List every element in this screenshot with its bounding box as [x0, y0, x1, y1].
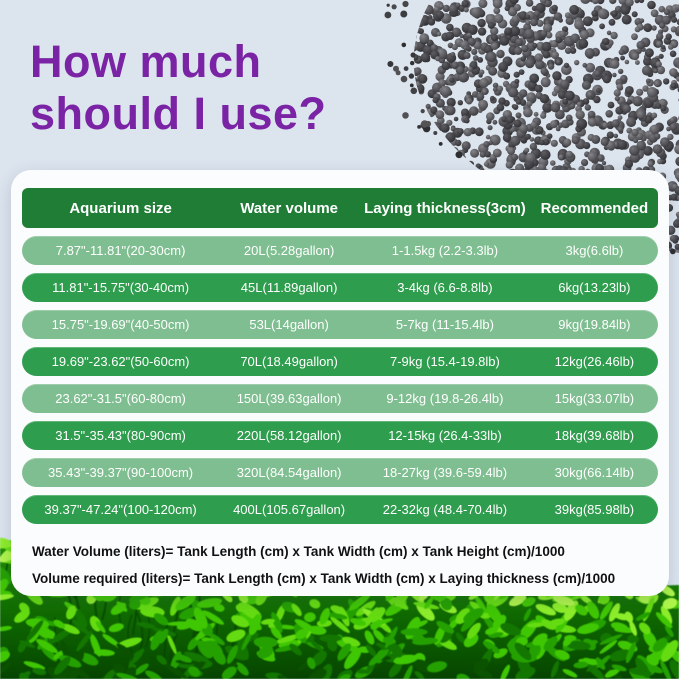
- table-cell-laying-thickness: 7-9kg (15.4-19.8lb): [390, 354, 500, 369]
- dosage-table-card: Aquarium size Water volume Laying thickn…: [11, 170, 669, 596]
- table-cell-aquarium-size: 15.75"-19.69"(40-50cm): [51, 317, 190, 332]
- table-cell-recommended: 39kg(85.98lb): [554, 502, 635, 517]
- table-row: 39.37"-47.24"(100-120cm) 400L(105.67gall…: [22, 495, 658, 524]
- table-cell-laying-thickness: 18-27kg (39.6-59.4lb): [382, 465, 508, 480]
- table-cell-recommended: 12kg(26.46lb): [554, 354, 635, 369]
- table-cell-laying-thickness: 12-15kg (26.4-33lb): [388, 428, 502, 443]
- table-cell-water-volume: 400L(105.67gallon): [233, 502, 346, 517]
- col-header-aquarium-size: Aquarium size: [69, 199, 172, 217]
- table-row: 11.81"-15.75"(30-40cm) 45L(11.89gallon) …: [22, 273, 658, 302]
- table-cell-aquarium-size: 23.62"-31.5"(60-80cm): [55, 391, 186, 406]
- table-cell-recommended: 18kg(39.68lb): [554, 428, 635, 443]
- formula-water-volume: Water Volume (liters)= Tank Length (cm) …: [32, 544, 565, 559]
- page-title: How much should I use?: [30, 36, 327, 140]
- table-cell-laying-thickness: 3-4kg (6.6-8.8lb): [397, 280, 493, 295]
- table-cell-laying-thickness: 22-32kg (48.4-70.4lb): [382, 502, 508, 517]
- col-header-laying-thickness: Laying thickness(3cm): [364, 199, 526, 217]
- table-cell-water-volume: 70L(18.49gallon): [240, 354, 338, 369]
- table-cell-water-volume: 53L(14gallon): [249, 317, 329, 332]
- page-title-line1: How much: [30, 36, 262, 87]
- table-cell-recommended: 6kg(13.23lb): [558, 280, 631, 295]
- table-cell-aquarium-size: 19.69"-23.62"(50-60cm): [51, 354, 190, 369]
- table-cell-water-volume: 45L(11.89gallon): [240, 280, 338, 295]
- col-header-recommended: Recommended: [540, 199, 649, 217]
- table-cell-recommended: 30kg(66.14lb): [554, 465, 635, 480]
- table-row: 15.75"-19.69"(40-50cm) 53L(14gallon) 5-7…: [22, 310, 658, 339]
- table-cell-aquarium-size: 11.81"-15.75"(30-40cm): [52, 280, 190, 295]
- table-cell-aquarium-size: 39.37"-47.24"(100-120cm): [44, 502, 197, 517]
- table-row: 31.5"-35.43"(80-90cm) 220L(58.12gallon) …: [22, 421, 658, 450]
- table-cell-laying-thickness: 9-12kg (19.8-26.4lb): [386, 391, 504, 406]
- table-cell-water-volume: 150L(39.63gallon): [236, 391, 342, 406]
- table-cell-water-volume: 220L(58.12gallon): [236, 428, 342, 443]
- table-cell-aquarium-size: 35.43"-39.37"(90-100cm): [48, 465, 194, 480]
- page-title-line2: should I use?: [30, 88, 327, 139]
- table-cell-laying-thickness: 5-7kg (11-15.4lb): [395, 317, 494, 332]
- table-header-row: Aquarium size Water volume Laying thickn…: [22, 188, 658, 228]
- table-row: 23.62"-31.5"(60-80cm) 150L(39.63gallon) …: [22, 384, 658, 413]
- table-row: 19.69"-23.62"(50-60cm) 70L(18.49gallon) …: [22, 347, 658, 376]
- table-body: 7.87"-11.81"(20-30cm) 20L(5.28gallon) 1-…: [22, 236, 658, 524]
- table-cell-water-volume: 20L(5.28gallon): [243, 243, 335, 258]
- table-cell-water-volume: 320L(84.54gallon): [236, 465, 342, 480]
- table-cell-recommended: 9kg(19.84lb): [558, 317, 631, 332]
- table-row: 35.43"-39.37"(90-100cm) 320L(84.54gallon…: [22, 458, 658, 487]
- formula-volume-required: Volume required (liters)= Tank Length (c…: [32, 571, 616, 586]
- table-cell-laying-thickness: 1-1.5kg (2.2-3.3lb): [391, 243, 499, 258]
- table-cell-aquarium-size: 7.87"-11.81"(20-30cm): [55, 243, 186, 258]
- col-header-water-volume: Water volume: [240, 199, 339, 217]
- table-row: 7.87"-11.81"(20-30cm) 20L(5.28gallon) 1-…: [22, 236, 658, 265]
- table-cell-recommended: 3kg(6.6lb): [565, 243, 624, 258]
- table-cell-aquarium-size: 31.5"-35.43"(80-90cm): [55, 428, 186, 443]
- formula-notes: Water Volume (liters)= Tank Length (cm) …: [32, 538, 658, 592]
- table-cell-recommended: 15kg(33.07lb): [554, 391, 635, 406]
